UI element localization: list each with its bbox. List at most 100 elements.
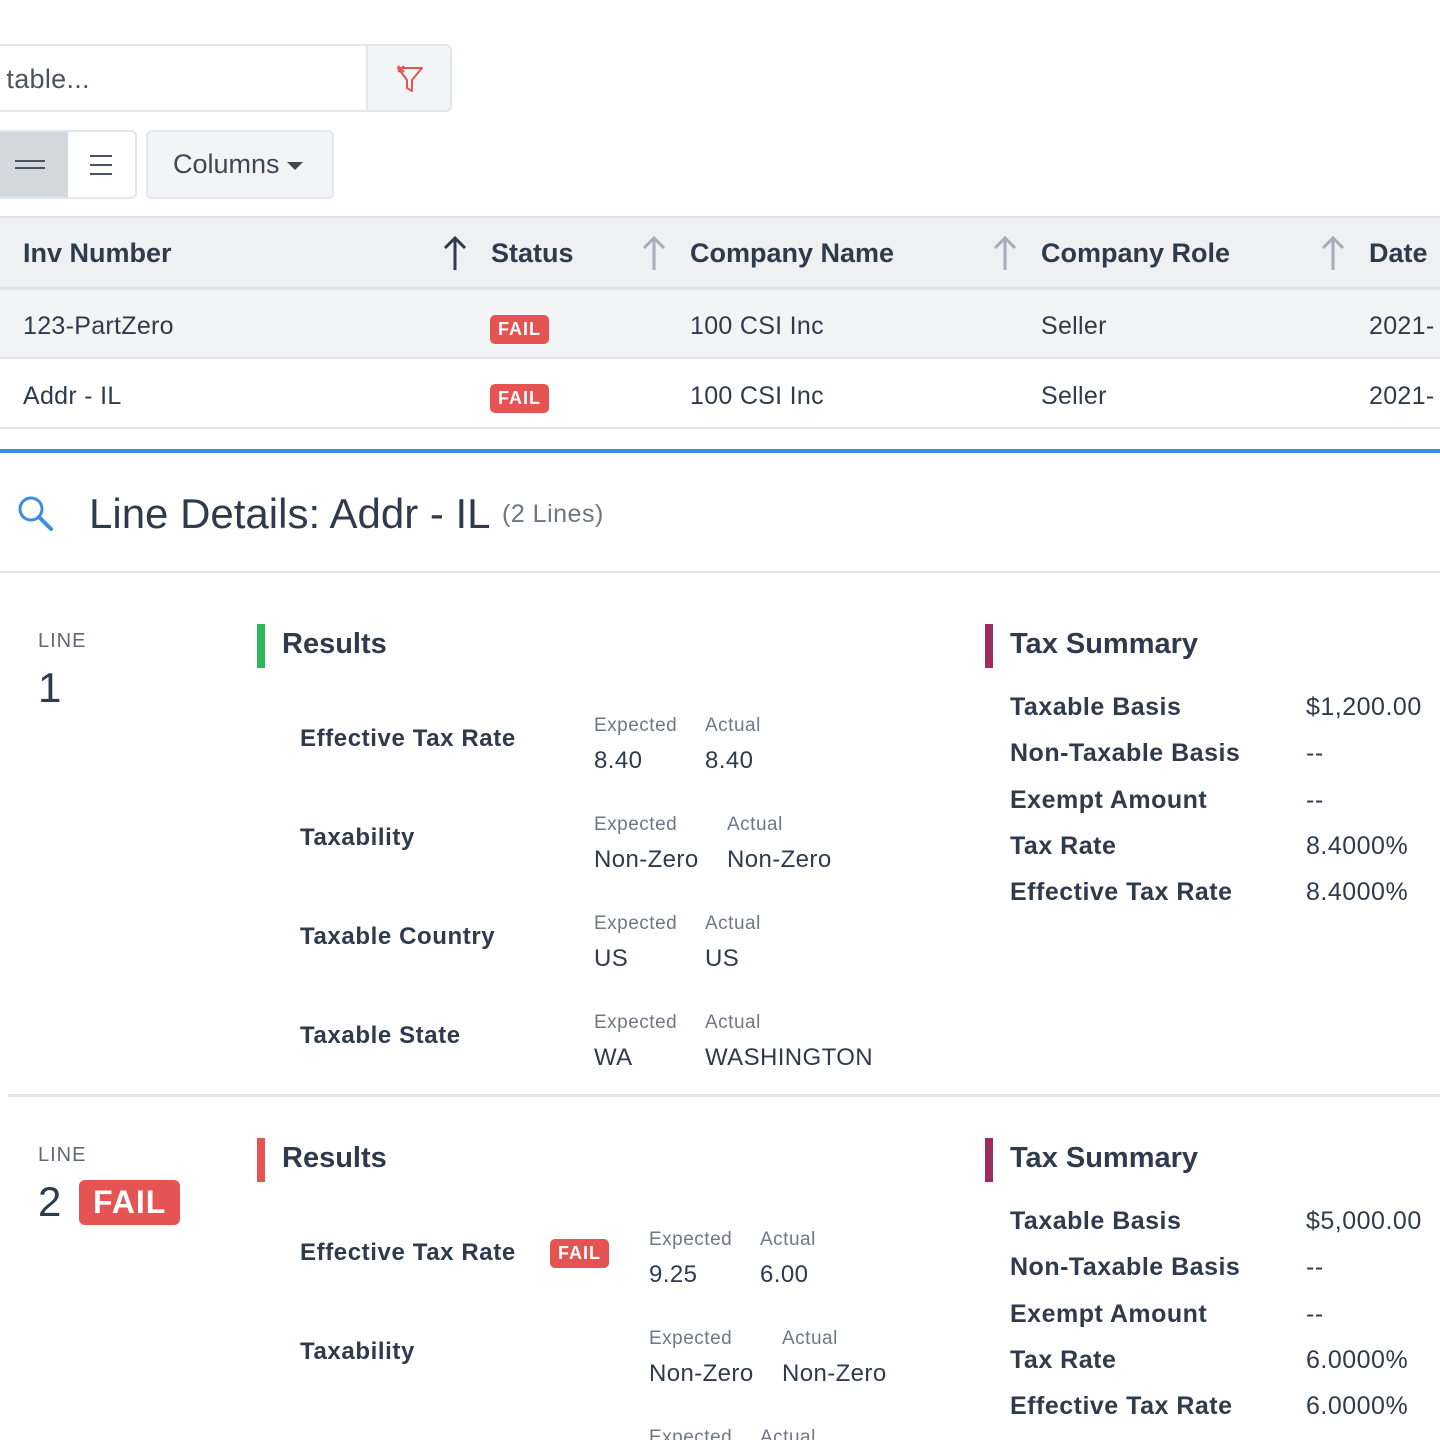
expected-value: WA (594, 1044, 633, 1071)
expected-value: Non-Zero (649, 1360, 754, 1387)
line-label: LINE (38, 1144, 87, 1166)
actual-label: Actual (705, 715, 761, 736)
summary-value: -- (1306, 1253, 1324, 1281)
result-field: Effective Tax Rate (300, 1239, 516, 1266)
actual-label: Actual (760, 1427, 816, 1440)
actual-value: US (705, 945, 740, 972)
status-badge: FAIL (550, 1239, 609, 1268)
table-header: Inv Number Status Company Name Company R… (0, 216, 1440, 290)
actual-value: 6.00 (760, 1261, 809, 1288)
expected-label: Expected (649, 1328, 733, 1349)
summary-value: $1,200.00 (1306, 693, 1422, 721)
table-row[interactable]: 123-PartZero FAIL 100 CSI Inc Seller 202… (0, 290, 1440, 359)
actual-label: Actual (727, 814, 783, 835)
expected-label: Expected (649, 1427, 733, 1440)
sort-icon[interactable] (639, 234, 669, 274)
line-number: 1 (38, 664, 62, 711)
sort-icon[interactable] (990, 234, 1020, 274)
summary-label: Effective Tax Rate (1010, 878, 1233, 906)
summary-label: Non-Taxable Basis (1010, 739, 1241, 767)
summary-value: -- (1306, 786, 1324, 814)
line-status-badge: FAIL (79, 1180, 181, 1225)
actual-label: Actual (705, 913, 761, 934)
density-compact-button[interactable] (0, 132, 68, 197)
status-badge: FAIL (490, 315, 549, 344)
actual-label: Actual (760, 1229, 816, 1250)
page-title: Line Details: Addr - IL (89, 490, 491, 537)
column-header-inv-number[interactable]: Inv Number (23, 238, 172, 268)
column-header-company-role[interactable]: Company Role (1041, 238, 1231, 268)
summary-label: Taxable Basis (1010, 1207, 1182, 1235)
filter-input[interactable]: er table... (0, 46, 370, 110)
table-filter: er table... (0, 44, 452, 112)
filter-input-text: er table... (0, 64, 90, 94)
line-number: 2 (38, 1178, 62, 1225)
expected-value: 8.40 (594, 747, 643, 774)
cell-company-role: Seller (1041, 382, 1107, 410)
expected-label: Expected (649, 1229, 733, 1250)
results-title: Results (282, 628, 387, 660)
results-title: Results (282, 1142, 387, 1174)
summary-value: 8.4000% (1306, 832, 1409, 860)
tax-summary-title: Tax Summary (1010, 628, 1199, 660)
summary-indicator (985, 1138, 993, 1182)
search-icon (18, 496, 53, 531)
summary-label: Taxable Basis (1010, 693, 1182, 721)
chevron-down-icon (286, 161, 303, 170)
summary-value: -- (1306, 739, 1324, 767)
summary-value: 8.4000% (1306, 878, 1409, 906)
line-detail-2: LINE 2 FAIL Results Effective Tax Rate F… (0, 1094, 1440, 1440)
cell-company-role: Seller (1041, 312, 1107, 340)
line-detail-1: LINE 1 Results Effective Tax Rate Expect… (0, 580, 1440, 1090)
selection-divider (0, 449, 1440, 453)
cell-inv-number: Addr - IL (23, 382, 122, 410)
result-field: Taxability (300, 824, 415, 851)
density-default-icon (90, 154, 113, 175)
table-row[interactable]: Addr - IL FAIL 100 CSI Inc Seller 2021- (0, 360, 1440, 429)
line-count: (2 Lines) (502, 500, 604, 528)
divider (8, 1094, 1440, 1097)
divider (0, 571, 1440, 573)
sort-ascending-icon[interactable] (440, 234, 470, 274)
expected-value: US (594, 945, 629, 972)
summary-value: 6.0000% (1306, 1392, 1409, 1420)
summary-label: Exempt Amount (1010, 1300, 1208, 1328)
sort-icon[interactable] (1318, 234, 1348, 274)
actual-value: Non-Zero (727, 846, 832, 873)
expected-value: 9.25 (649, 1261, 698, 1288)
tax-summary-title: Tax Summary (1010, 1142, 1199, 1174)
filter-clear-icon (397, 65, 423, 92)
expected-label: Expected (594, 715, 678, 736)
cell-company-name: 100 CSI Inc (690, 312, 824, 340)
density-default-button[interactable] (68, 132, 135, 197)
cell-inv-number: 123-PartZero (23, 312, 174, 340)
actual-label: Actual (782, 1328, 838, 1349)
fail-indicator (257, 1138, 265, 1182)
density-toggle (0, 130, 137, 199)
summary-value: -- (1306, 1300, 1324, 1328)
actual-value: Non-Zero (782, 1360, 887, 1387)
clear-filter-button[interactable] (366, 46, 450, 110)
density-compact-icon (14, 159, 45, 169)
columns-dropdown-button[interactable]: Columns (146, 130, 334, 199)
summary-value: $5,000.00 (1306, 1207, 1422, 1235)
summary-label: Tax Rate (1010, 1346, 1117, 1374)
columns-label: Columns (173, 149, 280, 179)
column-header-company-name[interactable]: Company Name (690, 238, 895, 268)
cell-company-name: 100 CSI Inc (690, 382, 824, 410)
expected-label: Expected (594, 1012, 678, 1033)
column-header-status[interactable]: Status (491, 238, 574, 268)
result-field: Effective Tax Rate (300, 725, 516, 752)
result-field: Taxability (300, 1338, 415, 1365)
actual-label: Actual (705, 1012, 761, 1033)
status-badge: FAIL (490, 384, 549, 413)
column-header-date[interactable]: Date (1369, 238, 1428, 268)
result-field: Taxable State (300, 1022, 461, 1049)
summary-value: 6.0000% (1306, 1346, 1409, 1374)
summary-label: Exempt Amount (1010, 786, 1208, 814)
summary-label: Non-Taxable Basis (1010, 1253, 1241, 1281)
pass-indicator (257, 624, 265, 668)
actual-value: WASHINGTON (705, 1044, 874, 1071)
summary-label: Tax Rate (1010, 832, 1117, 860)
expected-value: Non-Zero (594, 846, 699, 873)
